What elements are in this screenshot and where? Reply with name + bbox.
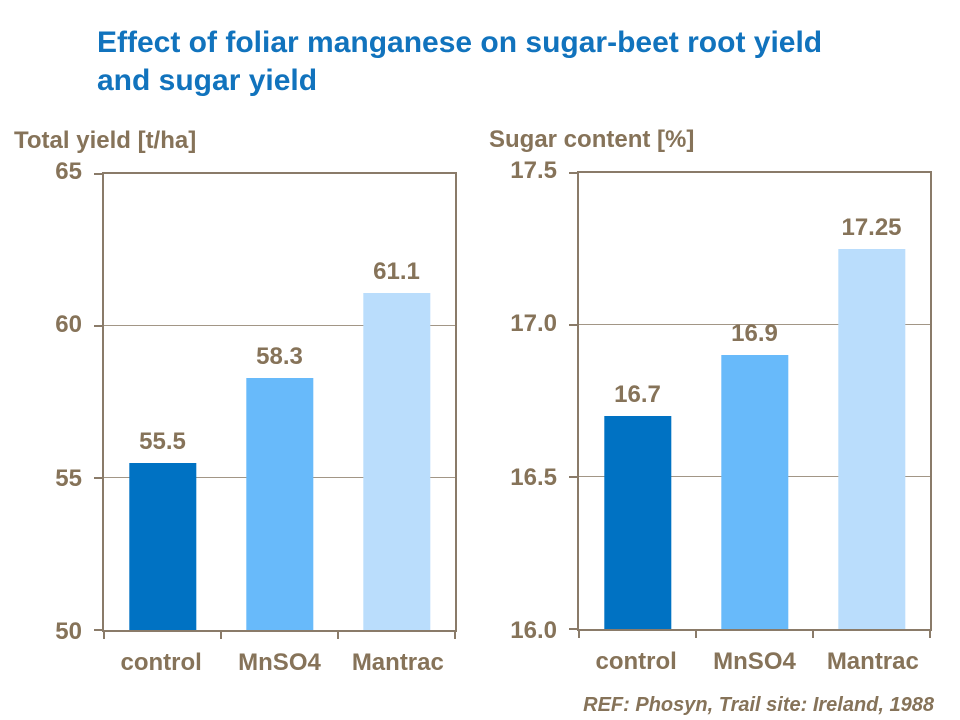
y-axis-tick-mark xyxy=(94,477,104,480)
bar-value-label: 58.3 xyxy=(256,342,303,370)
x-axis-category-label: MnSO4 xyxy=(713,648,796,675)
bar-value-label: 17.25 xyxy=(841,214,902,241)
x-axis-tick-mark xyxy=(337,630,339,639)
gridline xyxy=(579,324,930,326)
bar-control xyxy=(128,462,197,630)
sugar-content-axis-title: Sugar content [%] xyxy=(489,126,695,153)
gridline xyxy=(104,325,455,327)
total-yield-axis-title: Total yield [t/ha] xyxy=(14,127,197,154)
bar-value-label: 16.9 xyxy=(731,320,778,348)
y-axis-tick-label: 16.5 xyxy=(510,463,557,491)
bar-value-label: 61.1 xyxy=(373,257,420,285)
total-yield-plot-area: 55.5 58.3 61.1 xyxy=(94,172,457,639)
y-axis-tick-mark xyxy=(94,629,104,631)
bar-mantrac xyxy=(837,249,906,629)
y-axis-tick-label: 16.0 xyxy=(510,617,557,644)
x-axis-category-label: control xyxy=(120,649,202,676)
y-axis-tick-mark xyxy=(94,325,104,328)
y-axis-tick-label: 17.5 xyxy=(510,157,557,184)
bar-control xyxy=(603,416,672,629)
x-axis-category-label: Mantrac xyxy=(351,649,444,676)
slide-title: Effect of foliar manganese on sugar-beet… xyxy=(97,26,823,97)
y-axis-tick-mark xyxy=(569,324,579,327)
sugar-content-chart: Sugar content [%] 17.5 17.0 16.5 16.0 16.7 1… xyxy=(489,126,939,676)
sugar-content-plot-area: 16.7 16.9 17.25 xyxy=(569,171,932,638)
y-axis-tick-mark xyxy=(569,172,579,174)
bar-value-label: 16.7 xyxy=(614,381,661,409)
total-yield-y-axis: 65 60 55 50 xyxy=(14,158,82,645)
x-axis-tick-mark xyxy=(220,630,222,639)
x-axis-tick-mark xyxy=(103,630,105,639)
y-axis-tick-label: 60 xyxy=(55,311,82,339)
sugar-content-y-axis: 17.5 17.0 16.5 16.0 xyxy=(489,157,557,644)
y-axis-tick-mark xyxy=(569,476,579,479)
y-axis-tick-mark xyxy=(569,628,579,630)
x-axis-tick-mark xyxy=(578,629,580,638)
bar-mantrac xyxy=(362,292,431,630)
bar-mnso4 xyxy=(720,355,789,629)
x-axis-category-label: Mantrac xyxy=(826,648,919,675)
bar-mnso4 xyxy=(245,377,314,630)
x-axis-tick-mark xyxy=(695,629,697,638)
x-axis-tick-mark xyxy=(929,629,931,638)
total-yield-chart: Total yield [t/ha] 65 60 55 50 55.5 58.3 61.1… xyxy=(14,127,464,677)
x-axis-tick-mark xyxy=(812,629,814,638)
sugar-content-x-axis: control MnSO4 Mantrac xyxy=(577,642,932,675)
y-axis-tick-mark xyxy=(94,173,104,175)
y-axis-tick-label: 65 xyxy=(55,158,82,185)
total-yield-x-axis: control MnSO4 Mantrac xyxy=(102,643,457,676)
x-axis-tick-mark xyxy=(454,630,456,639)
y-axis-tick-label: 50 xyxy=(55,618,82,645)
x-axis-category-label: control xyxy=(595,648,677,675)
y-axis-tick-label: 55 xyxy=(55,464,82,492)
x-axis-category-label: MnSO4 xyxy=(238,649,321,676)
bar-value-label: 55.5 xyxy=(139,427,186,455)
y-axis-tick-label: 17.0 xyxy=(510,310,557,338)
reference-note: REF: Phosyn, Trail site: Ireland, 1988 xyxy=(583,694,934,716)
